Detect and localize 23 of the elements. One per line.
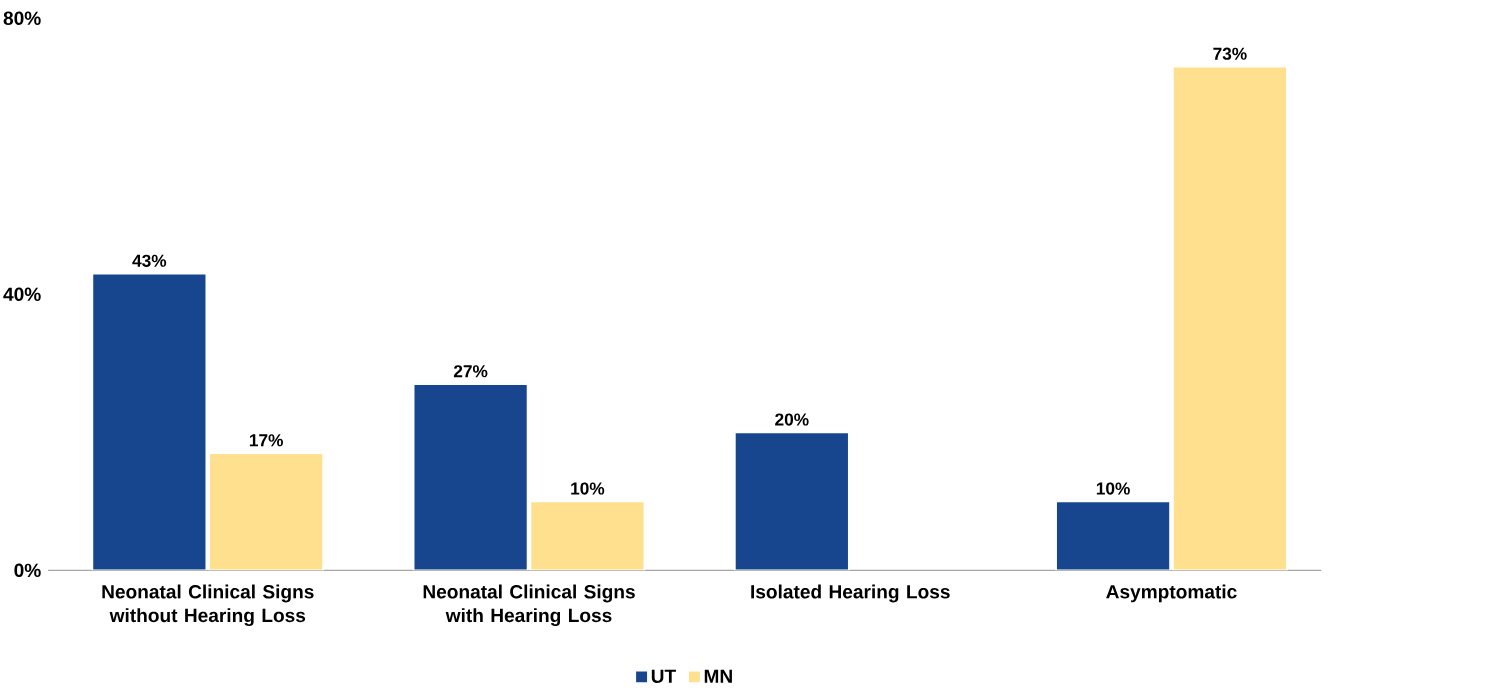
x-tick-label: Isolated Hearing Loss (751, 584, 950, 603)
bar (412, 383, 529, 571)
data-label: 10% (1096, 482, 1130, 495)
legend-label: MN (704, 669, 732, 683)
legend-label: UT (651, 669, 676, 684)
data-label: 20% (775, 413, 809, 426)
data-label: 43% (132, 254, 167, 267)
data-label: 27% (453, 365, 488, 378)
y-tick-label: 0% (14, 563, 41, 578)
y-tick-label: 40% (3, 287, 41, 302)
bar (1171, 65, 1288, 571)
bar (91, 272, 208, 571)
bar (529, 500, 646, 571)
bar (733, 431, 850, 571)
data-label: 10% (571, 482, 605, 495)
x-tick-label: Asymptomatic (1106, 584, 1237, 603)
x-tick-label: Neonatal Clinical Signs with Hearing Loss (423, 584, 635, 627)
y-tick-label: 80% (3, 11, 41, 26)
bar (1055, 500, 1172, 571)
data-label: 73% (1213, 47, 1247, 60)
x-tick-label: Neonatal Clinical Signs without Hearing Loss (102, 584, 314, 627)
data-label: 17% (249, 434, 283, 447)
bar (208, 452, 325, 571)
